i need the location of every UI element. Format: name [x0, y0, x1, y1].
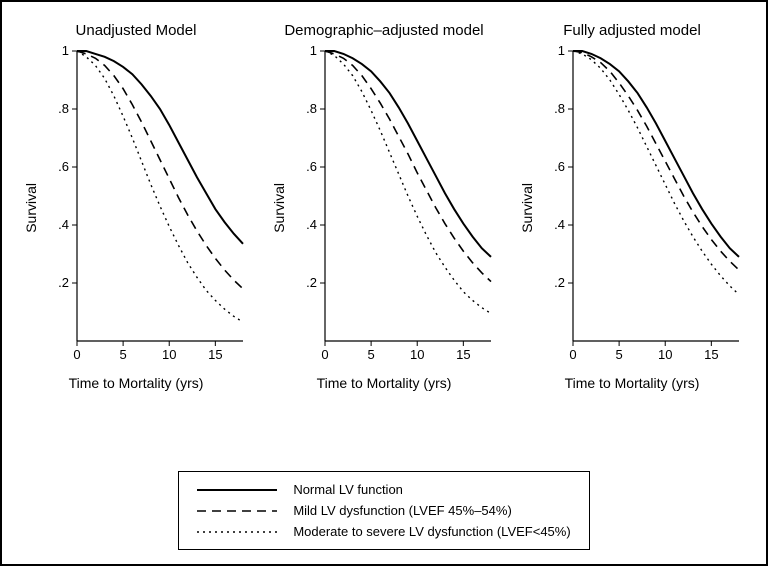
chart-wrap: Survival.2.4.6.81051015 — [519, 43, 745, 373]
panel-fully: Fully adjusted modelSurvival.2.4.6.81051… — [519, 22, 745, 465]
y-tick-label: .8 — [58, 101, 69, 116]
x-tick-label: 5 — [367, 347, 374, 362]
legend-item-moderate: Moderate to severe LV dysfunction (LVEF<… — [197, 524, 570, 539]
y-tick-label: .8 — [306, 101, 317, 116]
panel-title: Fully adjusted model — [563, 22, 701, 39]
survival-chart-unadjusted: .2.4.6.81051015 — [39, 43, 249, 373]
panel-unadjusted: Unadjusted ModelSurvival.2.4.6.81051015T… — [23, 22, 249, 465]
chart-wrap: Survival.2.4.6.81051015 — [271, 43, 497, 373]
y-tick-label: .4 — [306, 217, 317, 232]
series-moderate — [573, 51, 739, 295]
chart-wrap: Survival.2.4.6.81051015 — [23, 43, 249, 373]
legend-swatch-normal — [197, 483, 277, 497]
y-tick-label: .2 — [58, 275, 69, 290]
y-tick-label: .6 — [306, 159, 317, 174]
legend-item-mild: Mild LV dysfunction (LVEF 45%–54%) — [197, 503, 570, 518]
y-tick-label: .4 — [58, 217, 69, 232]
legend-label: Normal LV function — [293, 482, 403, 497]
series-normal — [573, 51, 739, 257]
x-tick-label: 0 — [321, 347, 328, 362]
series-mild — [573, 51, 739, 270]
panel-title: Demographic–adjusted model — [284, 22, 483, 39]
x-tick-label: 5 — [119, 347, 126, 362]
y-tick-label: .4 — [554, 217, 565, 232]
x-tick-label: 10 — [162, 347, 176, 362]
figure-frame: Unadjusted ModelSurvival.2.4.6.81051015T… — [0, 0, 768, 566]
x-tick-label: 15 — [704, 347, 718, 362]
series-moderate — [325, 51, 491, 313]
x-tick-label: 10 — [658, 347, 672, 362]
x-axis-title: Time to Mortality (yrs) — [69, 375, 204, 391]
x-tick-label: 15 — [208, 347, 222, 362]
y-tick-label: .6 — [58, 159, 69, 174]
legend-swatch-mild — [197, 504, 277, 518]
series-mild — [325, 51, 491, 282]
y-tick-label: .2 — [554, 275, 565, 290]
x-tick-label: 0 — [73, 347, 80, 362]
legend-box: Normal LV function Mild LV dysfunction (L… — [178, 471, 589, 550]
survival-chart-fully: .2.4.6.81051015 — [535, 43, 745, 373]
x-tick-label: 5 — [615, 347, 622, 362]
y-axis-title: Survival — [519, 183, 535, 233]
y-tick-label: 1 — [558, 43, 565, 58]
legend-label: Moderate to severe LV dysfunction (LVEF<… — [293, 524, 570, 539]
x-axis-title: Time to Mortality (yrs) — [565, 375, 700, 391]
y-axis-title: Survival — [23, 183, 39, 233]
series-normal — [77, 51, 243, 244]
panel-title: Unadjusted Model — [76, 22, 197, 39]
y-tick-label: .6 — [554, 159, 565, 174]
legend-label: Mild LV dysfunction (LVEF 45%–54%) — [293, 503, 511, 518]
survival-chart-demographic: .2.4.6.81051015 — [287, 43, 497, 373]
legend-item-normal: Normal LV function — [197, 482, 570, 497]
x-axis-title: Time to Mortality (yrs) — [317, 375, 452, 391]
series-moderate — [77, 51, 243, 322]
x-tick-label: 0 — [569, 347, 576, 362]
x-tick-label: 15 — [456, 347, 470, 362]
y-tick-label: 1 — [62, 43, 69, 58]
y-tick-label: .2 — [306, 275, 317, 290]
y-tick-label: 1 — [310, 43, 317, 58]
panel-demographic: Demographic–adjusted model Survival .2 .4 .6… — [271, 22, 497, 465]
y-tick-label: .8 — [554, 101, 565, 116]
y-axis-title: Survival — [271, 183, 287, 233]
panels-row: Unadjusted ModelSurvival.2.4.6.81051015T… — [12, 22, 756, 465]
series-mild — [77, 51, 243, 289]
x-tick-label: 10 — [410, 347, 424, 362]
legend-swatch-moderate — [197, 525, 277, 539]
